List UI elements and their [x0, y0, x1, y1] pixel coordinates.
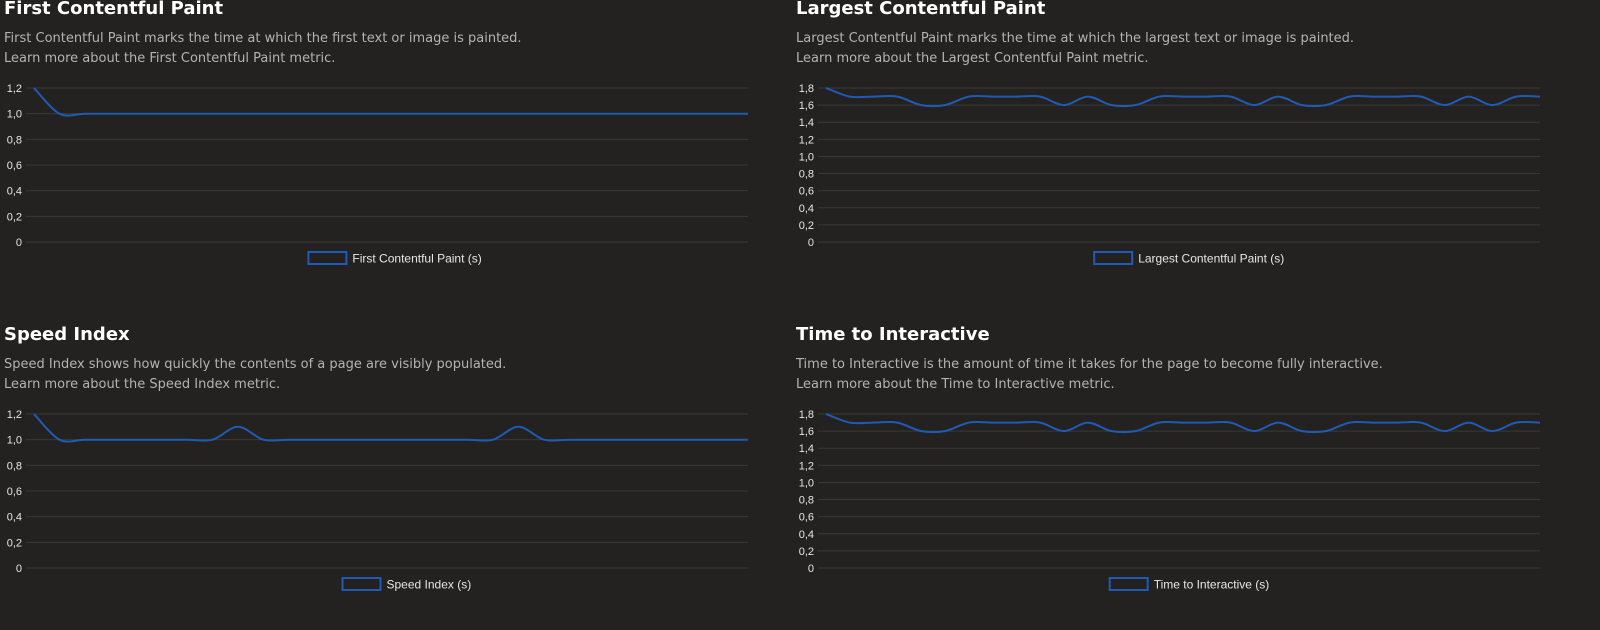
chart-title: First Contentful Paint	[4, 0, 223, 19]
speed-index-panel: Speed Index Speed Index shows how quickl…	[4, 330, 774, 630]
y-tick-label: 0	[16, 563, 22, 575]
legend-label: Speed Index (s)	[387, 578, 472, 592]
legend-label: First Contentful Paint (s)	[352, 252, 481, 266]
y-tick-label: 0,4	[799, 203, 814, 215]
series-line	[826, 88, 1540, 106]
y-tick-label: 0,4	[7, 512, 22, 524]
speed-index-chart: 0 0,2 0,4 0,6 0,8 1,0 1,2 Speed Index (s)	[4, 406, 774, 606]
learn-more-link[interactable]: Learn more about the Speed Index metric.	[4, 377, 280, 392]
y-tick-label: 0	[16, 237, 22, 249]
fcp-chart: 0 0,2 0,4 0,6 0,8 1,0 1,2 First Contentful Pain…	[4, 80, 774, 280]
y-tick-label: 1,2	[799, 460, 814, 472]
y-tick-label: 1,4	[799, 443, 814, 455]
y-tick-label: 1,0	[7, 109, 22, 121]
y-tick-label: 0,6	[799, 186, 814, 198]
y-tick-label: 1,0	[799, 151, 814, 163]
chart-description: Time to Interactive is the amount of tim…	[796, 357, 1383, 372]
chart-title: Largest Contentful Paint	[796, 0, 1045, 19]
learn-more-link[interactable]: Learn more about the Time to Interactive…	[796, 377, 1115, 392]
y-tick-label: 1,0	[7, 435, 22, 447]
y-tick-label: 1,0	[799, 477, 814, 489]
y-tick-label: 1,2	[799, 134, 814, 146]
tti-chart: 0 0,2 0,4 0,6 0,8 1,0 1,2 1,4 1,6 1,8 Time to Inte…	[796, 406, 1566, 606]
legend-swatch	[1094, 252, 1132, 264]
y-tick-label: 0,8	[799, 169, 814, 181]
tti-panel: Time to Interactive Time to Interactive …	[796, 330, 1566, 630]
legend-swatch	[1110, 578, 1148, 590]
y-tick-label: 1,6	[799, 426, 814, 438]
y-tick-label: 0,8	[7, 134, 22, 146]
y-tick-label: 0,8	[7, 460, 22, 472]
series-line	[34, 414, 748, 442]
legend-swatch	[308, 252, 346, 264]
chart-description: Largest Contentful Paint marks the time …	[796, 31, 1354, 46]
learn-more-link[interactable]: Learn more about the First Contentful Pa…	[4, 51, 335, 66]
y-tick-label: 0,6	[7, 486, 22, 498]
y-tick-label: 1,8	[799, 409, 814, 421]
fcp-panel: First Contentful Paint First Contentful …	[4, 4, 774, 304]
y-tick-label: 1,8	[799, 83, 814, 95]
chart-title: Speed Index	[4, 324, 130, 345]
series-line	[826, 414, 1540, 432]
lcp-panel: Largest Contentful Paint Largest Content…	[796, 4, 1566, 304]
y-tick-label: 0,2	[799, 220, 814, 232]
y-tick-label: 0,6	[7, 160, 22, 172]
learn-more-link[interactable]: Learn more about the Largest Contentful …	[796, 51, 1149, 66]
y-tick-label: 0,4	[799, 529, 814, 541]
series-line	[34, 88, 748, 116]
y-tick-label: 1,6	[799, 100, 814, 112]
y-tick-label: 0,2	[7, 211, 22, 223]
y-tick-label: 0,4	[7, 186, 22, 198]
legend-label: Largest Contentful Paint (s)	[1138, 252, 1284, 266]
y-tick-label: 0,2	[7, 537, 22, 549]
chart-description: First Contentful Paint marks the time at…	[4, 31, 522, 46]
y-tick-label: 0,8	[799, 495, 814, 507]
y-tick-label: 1,4	[799, 117, 814, 129]
y-tick-label: 0	[808, 563, 814, 575]
legend-label: Time to Interactive (s)	[1154, 578, 1270, 592]
y-tick-label: 0,6	[799, 512, 814, 524]
lcp-chart: 0 0,2 0,4 0,6 0,8 1,0 1,2 1,4 1,6 1,8 Largest Cont…	[796, 80, 1566, 280]
y-tick-label: 1,2	[7, 83, 22, 95]
y-tick-label: 0,2	[799, 546, 814, 558]
y-tick-label: 1,2	[7, 409, 22, 421]
chart-description: Speed Index shows how quickly the conten…	[4, 357, 506, 372]
legend-swatch	[343, 578, 381, 590]
chart-title: Time to Interactive	[796, 324, 990, 345]
y-tick-label: 0	[808, 237, 814, 249]
